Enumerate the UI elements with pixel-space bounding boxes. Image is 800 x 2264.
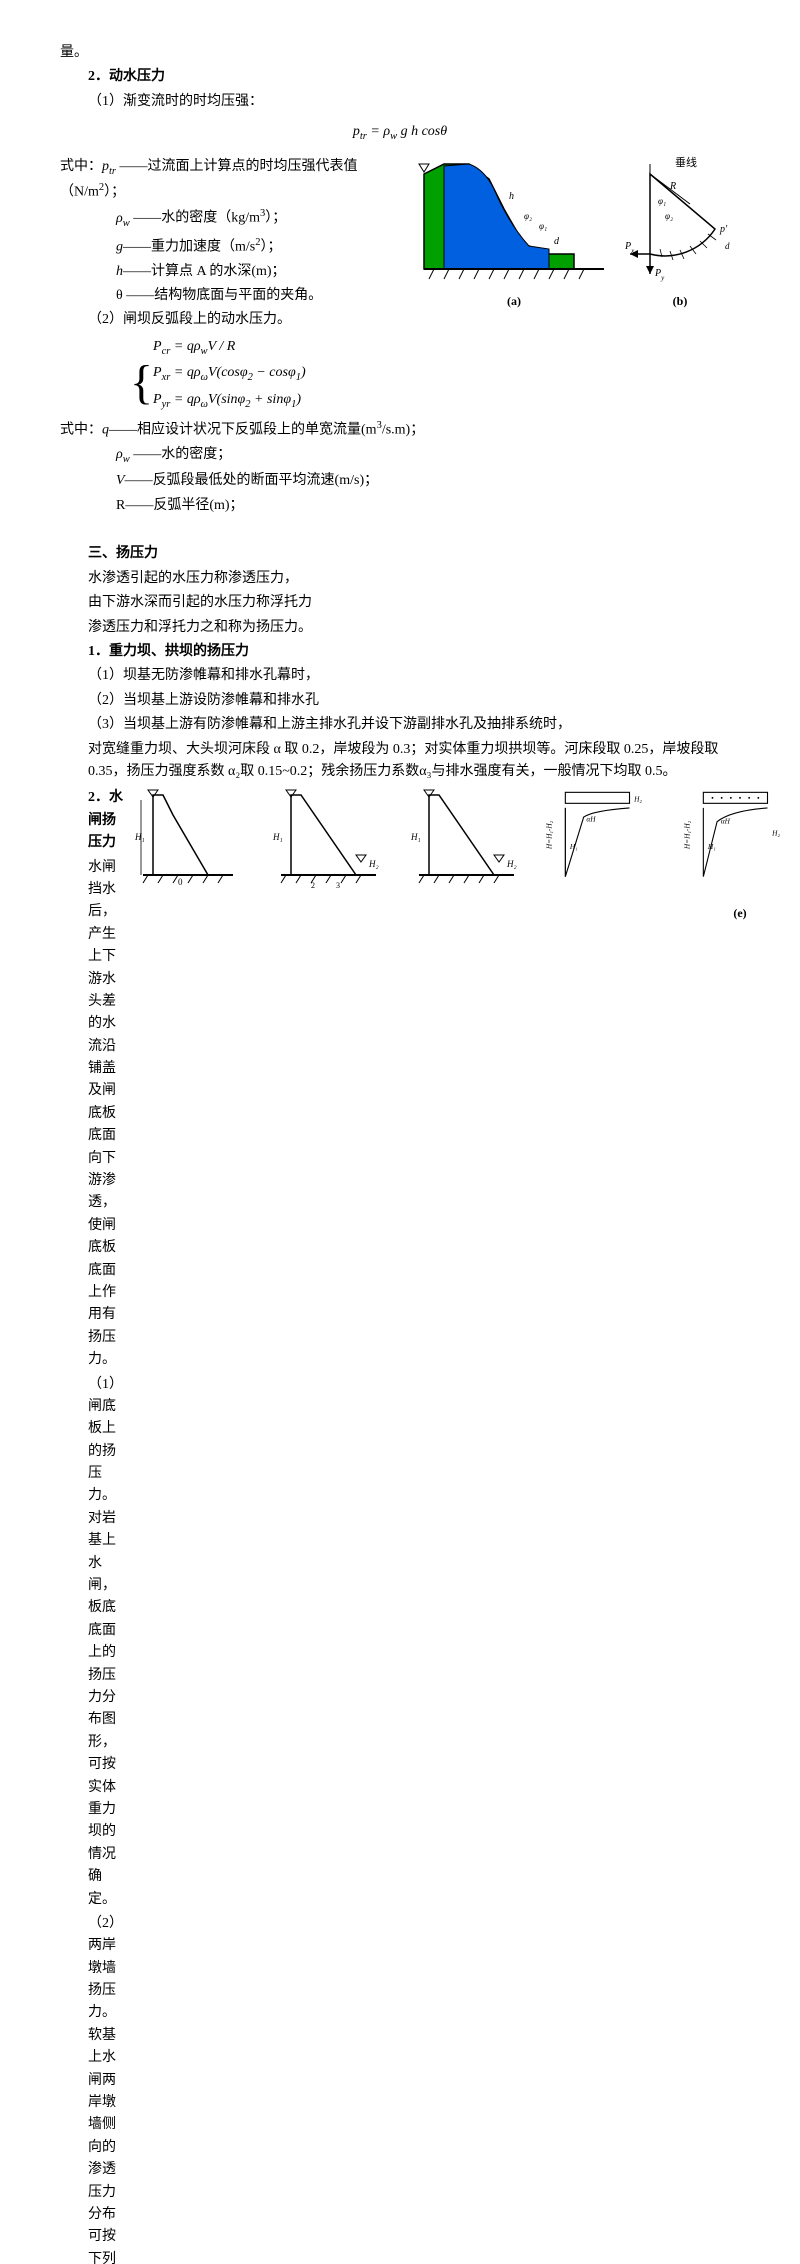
sub2-item1: （1）闸底板上的扬压力。对岩基上水闸，板底底面上的扬压力分布图形，可按实体重力坝… (60, 1374, 123, 1911)
figure-dam-arc: h d φ₁ φ₂ (a) 垂线 R φ₁ φ₂ p' (414, 154, 740, 312)
sub1-item1: （1）坝基无防渗帷幕和排水孔幕时， (60, 665, 740, 687)
svg-text:H₂: H₂ (506, 859, 517, 869)
heading-uplift: 三、扬压力 (60, 543, 740, 565)
formula-group-arc: { Pcr = qρwV / R Pxr = qρωV(cosφ2 − cosφ… (60, 334, 414, 416)
svg-text:H=H₁-H₂: H=H₁-H₂ (545, 821, 554, 851)
desc-intro: 式中：ptr ——过流面上计算点的时均压强代表值（N/m2）； (60, 156, 414, 205)
svg-text:H₂: H₂ (368, 859, 379, 869)
svg-text:Px: Px (624, 241, 635, 255)
svg-text:H₁: H₁ (707, 843, 716, 852)
svg-text:H₂: H₂ (633, 795, 642, 804)
desc-h: h——计算点 A 的水深(m)； (60, 261, 414, 283)
fig-label-b: (b) (620, 292, 740, 311)
desc2-r: R——反弧半径(m)； (60, 495, 740, 517)
svg-text:R: R (669, 181, 676, 192)
formula-ptr: ptr = ρw g h cosθ (60, 121, 740, 146)
svg-text:0: 0 (178, 877, 183, 887)
sub1-item3: （3）当坝基上游有防渗帷幕和上游主排水孔并设下游副排水孔及抽排系统时， (60, 714, 740, 736)
heading-dynamic-pressure: 2．动水压力 (60, 66, 740, 88)
bottom-figures: H₁ 0 H₁ H₂ 2 3 H₁ H₂ (123, 785, 800, 923)
svg-text:垂线: 垂线 (675, 155, 697, 169)
uplift-line2: 由下游水深而引起的水压力称浮托力 (60, 592, 740, 614)
top-fragment: 量。 (60, 42, 740, 64)
uplift-line1: 水渗透引起的水压力称渗透压力， (60, 568, 740, 590)
svg-text:φ₂: φ₂ (665, 211, 673, 221)
sub2-item2: （2）两岸墩墙扬压力。软基上水闸两岸墩墙侧向的渗透压力分布可按下列情况确定： (60, 1913, 123, 2264)
desc-theta: θ ——结构物底面与平面的夹角。 (60, 285, 414, 307)
svg-text:H₁: H₁ (272, 832, 283, 842)
uplift-line3: 渗透压力和浮托力之和称为扬压力。 (60, 617, 740, 639)
svg-text:φ₁: φ₁ (658, 196, 666, 206)
svg-text:2: 2 (311, 881, 315, 890)
desc2-intro: 式中：q——相应设计状况下反弧段上的单宽流量(m3/s.m)； (60, 418, 740, 442)
svg-text:H=H₁-H₂: H=H₁-H₂ (683, 821, 692, 851)
desc-g: g——重力加速度（m/s2）； (60, 235, 414, 259)
svg-text:3: 3 (336, 881, 340, 890)
heading-sluice-uplift: 2．水闸扬压力 (60, 787, 123, 854)
svg-text:H₁: H₁ (410, 832, 421, 842)
sub2-para1: 水闸挡水后，产生上下游水头差的水流沿铺盖及闸底板底面向下游渗透，使闸底板底面上作… (60, 857, 123, 1372)
sub1-item2: （2）当坝基上游设防渗帷幕和排水孔 (60, 690, 740, 712)
svg-text:H₁: H₁ (569, 843, 578, 852)
desc2-rho: ρw ——水的密度； (60, 444, 740, 469)
svg-text:d: d (725, 241, 730, 251)
svg-text:H₁: H₁ (134, 832, 145, 842)
fig-label-e: (e) (675, 904, 800, 923)
sub1-para: 对宽缝重力坝、大头坝河床段 α 取 0.2，岸坡段为 0.3；对实体重力坝拱坝等… (60, 739, 740, 784)
svg-text:H₂: H₂ (771, 829, 780, 838)
svg-text:h: h (509, 191, 514, 202)
item-2-1: （1）渐变流时的时均压强： (60, 91, 740, 113)
svg-text:αH: αH (586, 815, 596, 824)
svg-text:d: d (554, 236, 560, 247)
heading-gravity-dam-uplift: 1．重力坝、拱坝的扬压力 (60, 641, 740, 663)
svg-text:αH: αH (721, 817, 731, 826)
fig-label-a: (a) (414, 292, 614, 311)
svg-text:p': p' (719, 224, 728, 235)
item-2-2: （2）闸坝反弧段上的动水压力。 (60, 309, 414, 331)
desc-rho: ρw ——水的密度（kg/m3）； (60, 206, 414, 232)
svg-text:φ₁: φ₁ (539, 221, 547, 231)
svg-text:Py: Py (654, 268, 665, 282)
desc2-v: V——反弧段最低处的断面平均流速(m/s)； (60, 470, 740, 492)
svg-text:φ₂: φ₂ (524, 211, 532, 221)
